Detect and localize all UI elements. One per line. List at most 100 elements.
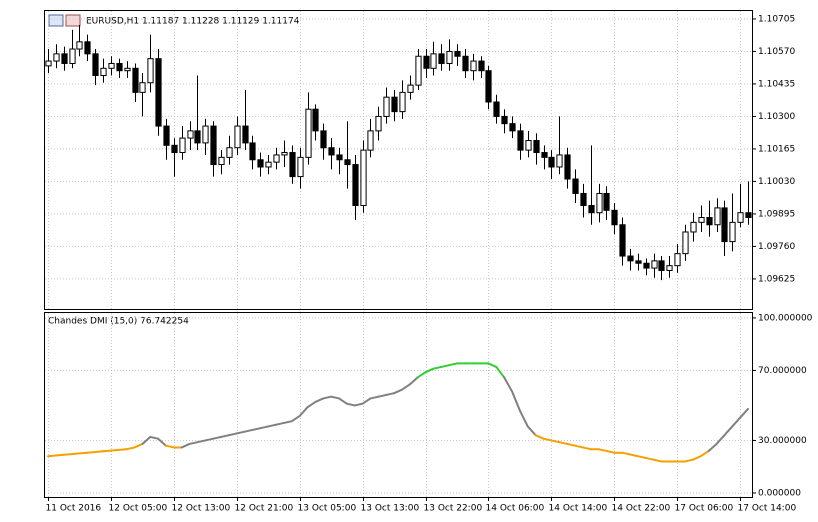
candle-body (548, 156, 555, 168)
candle-body (391, 96, 398, 113)
candle-body (179, 137, 186, 154)
price-pane (44, 10, 753, 310)
candle-body (163, 125, 170, 146)
candle-body (737, 212, 744, 223)
candle-body (281, 152, 288, 156)
candle-body (745, 212, 752, 219)
candle-body (273, 154, 280, 163)
candle-body (367, 130, 374, 151)
indicator-segment (550, 439, 561, 444)
candle-body (721, 207, 728, 243)
candle-body (556, 154, 563, 168)
candle-body (336, 154, 343, 161)
indicator-segment (377, 393, 388, 398)
indicator-segment (188, 441, 199, 445)
indicator-segment (338, 397, 348, 405)
indicator-segment (691, 455, 702, 461)
x-tick-label: 11 Oct 2016 (46, 504, 102, 514)
candle-body (218, 156, 225, 166)
y-tick-label: 1.10570 (758, 47, 795, 57)
y-tick-label: 1.10435 (758, 79, 795, 89)
indicator-segment (235, 430, 246, 435)
candle-body (242, 125, 249, 144)
candle-body (478, 60, 485, 72)
candle-body (92, 53, 99, 77)
candle-body (383, 96, 390, 117)
candle-body (690, 221, 697, 233)
candle-body (108, 62, 115, 69)
candle-body (45, 60, 52, 67)
candle-body (674, 253, 681, 267)
candle-body (470, 60, 477, 72)
candle-body (603, 192, 610, 211)
candle-body (501, 115, 508, 125)
indicator-segment (621, 451, 632, 456)
indicator-segment (526, 425, 537, 437)
candle-body (234, 125, 241, 149)
candle-body (462, 55, 469, 72)
candle-body (430, 53, 437, 69)
candle-body (485, 70, 492, 103)
y-tick-label: 1.10165 (758, 144, 795, 154)
candle-body (344, 159, 351, 166)
candle-body (493, 101, 500, 117)
candle-body (698, 217, 705, 223)
candle-body (399, 91, 406, 113)
candle-body (84, 41, 91, 55)
indicator-segment (70, 452, 81, 456)
indicator-segment (259, 425, 270, 430)
indicator-segment (503, 376, 514, 393)
candle-body (116, 62, 123, 72)
indicator-segment (723, 425, 734, 437)
candle-body (257, 159, 264, 168)
y-tick-label: 100.000000 (758, 313, 813, 323)
y-tick-label: 1.09760 (758, 242, 795, 252)
candle-body (139, 82, 146, 93)
candle-body (407, 84, 414, 93)
candle-body (572, 178, 579, 194)
indicator-segment (86, 451, 97, 454)
indicator-segment (102, 449, 112, 453)
indicator-segment (109, 448, 120, 452)
indicator-segment (133, 442, 144, 449)
x-tick-label: 13 Oct 05:00 (298, 504, 357, 514)
indicator-pane (44, 312, 753, 498)
candle-body (635, 260, 642, 264)
candle-body (580, 192, 587, 206)
indicator-segment (424, 367, 435, 374)
candle-body (651, 260, 658, 269)
indicator-segment (495, 365, 506, 379)
indicator-segment (62, 453, 73, 456)
indicator-segment (558, 441, 569, 445)
candle-body (525, 140, 532, 151)
indicator-segment (393, 388, 403, 395)
candle-body (187, 130, 194, 139)
y-tick-label: 1.10705 (758, 14, 795, 24)
candle-body (132, 67, 139, 93)
candle-body (69, 48, 76, 64)
indicator-segment (534, 434, 545, 440)
y-tick-label: 1.10030 (758, 177, 795, 187)
candle-body (682, 231, 689, 255)
indicator-segment (275, 421, 285, 426)
indicator-segment (731, 416, 742, 428)
candle-body (61, 53, 68, 64)
candle-body (643, 262, 650, 269)
indicator-segment (290, 414, 301, 423)
indicator-segment (322, 395, 333, 400)
candle-body (312, 108, 319, 132)
candle-body (226, 147, 233, 158)
y-tick-label: 1.09895 (758, 209, 795, 219)
indicator-segment (149, 435, 160, 440)
candle-body (289, 152, 296, 178)
x-tick-label: 14 Oct 06:00 (486, 504, 545, 514)
indicator-segment (573, 444, 584, 449)
icon (65, 14, 81, 27)
candle-body (320, 130, 327, 149)
candle-body (729, 221, 736, 243)
indicator-segment (330, 395, 341, 400)
candle-body (100, 67, 107, 77)
indicator-segment (636, 455, 647, 459)
indicator-segment (157, 437, 167, 447)
indicator-segment (125, 446, 136, 451)
